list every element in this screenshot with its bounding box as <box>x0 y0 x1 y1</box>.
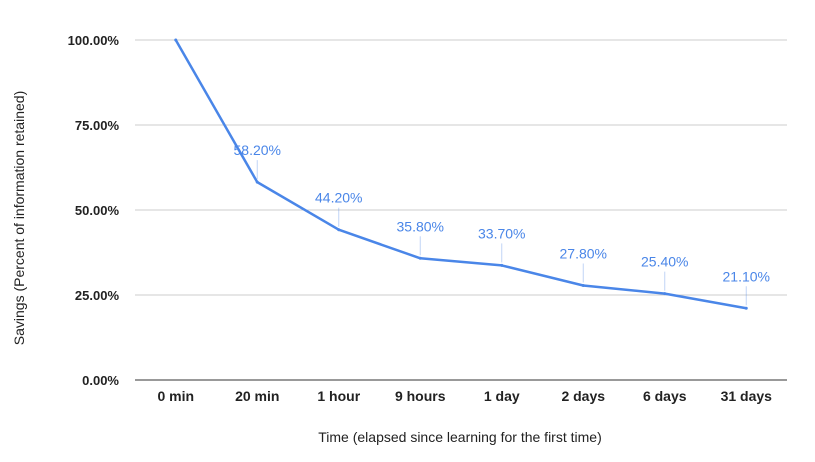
data-point <box>744 306 748 310</box>
y-axis-label: Savings (Percent of information retained… <box>11 91 27 345</box>
data-point <box>174 38 178 42</box>
x-tick-label: 6 days <box>643 388 687 404</box>
x-tick-label: 1 hour <box>317 388 360 404</box>
data-label: 21.10% <box>723 268 770 284</box>
data-label: 35.80% <box>397 218 444 234</box>
x-tick-label: 0 min <box>157 388 194 404</box>
series-line <box>174 38 748 310</box>
data-point <box>418 256 422 260</box>
y-tick-labels: 0.00% 25.00% 50.00% 75.00% 100.00% <box>68 33 120 388</box>
y-tick-label: 75.00% <box>75 118 120 133</box>
y-tick-label: 0.00% <box>82 373 119 388</box>
y-tick-label: 25.00% <box>75 288 120 303</box>
data-label: 44.20% <box>315 190 362 206</box>
gridlines <box>135 39 787 381</box>
data-label: 58.20% <box>234 142 281 158</box>
data-point <box>337 228 341 232</box>
x-tick-labels: 0 min 20 min 1 hour 9 hours 1 day 2 days 6 day… <box>157 388 772 404</box>
data-point <box>663 292 667 296</box>
x-tick-label: 2 days <box>561 388 605 404</box>
data-label: 25.40% <box>641 254 688 270</box>
series-line-group <box>174 38 748 310</box>
y-tick-label: 100.00% <box>68 33 120 48</box>
x-tick-label: 1 day <box>484 388 520 404</box>
data-labels: 58.20% 44.20% 35.80% 33.70% 27.80% 25.40% 21.1… <box>234 142 770 306</box>
x-tick-label: 20 min <box>235 388 279 404</box>
x-tick-label: 31 days <box>721 388 773 404</box>
data-point <box>500 263 504 267</box>
data-label: 33.70% <box>478 225 525 241</box>
data-label: 27.80% <box>560 245 607 261</box>
data-point <box>581 283 585 287</box>
data-point <box>255 180 259 184</box>
x-axis-label: Time (elapsed since learning for the fir… <box>318 429 601 445</box>
x-tick-label: 9 hours <box>395 388 446 404</box>
y-tick-label: 50.00% <box>75 203 120 218</box>
